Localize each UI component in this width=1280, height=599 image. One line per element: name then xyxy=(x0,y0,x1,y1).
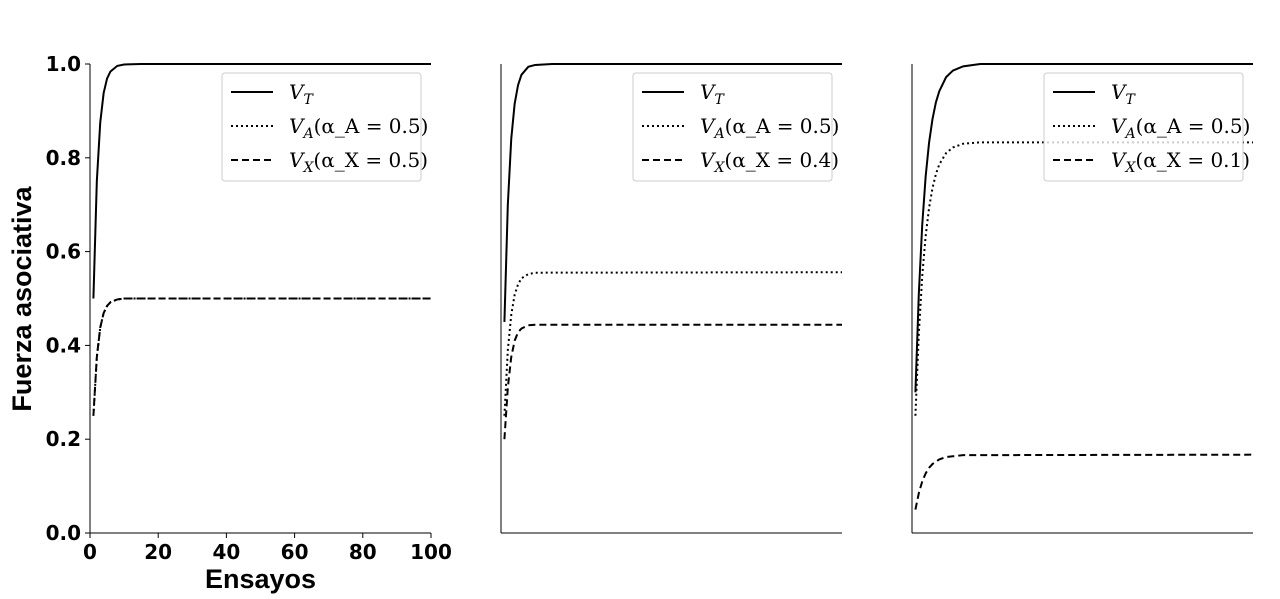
series-line-2 xyxy=(914,141,1253,416)
x-tick-label: 60 xyxy=(281,540,309,564)
legend-parameter: (α_X = 0.5) xyxy=(313,148,428,172)
legend-entry-2: VA(α_A = 0.5) xyxy=(1111,114,1250,142)
legend-box xyxy=(632,72,833,182)
legend-symbol: V xyxy=(1111,80,1128,104)
x-tick-label: 80 xyxy=(349,540,377,564)
legend-box xyxy=(221,72,422,182)
y-tick-label: 0.0 xyxy=(46,521,81,545)
legend-entry-1: VT xyxy=(289,80,314,108)
y-tick-label: 1.0 xyxy=(46,52,81,76)
legend-entry-2: VA(α_A = 0.5) xyxy=(700,114,839,142)
x-axis-label: Ensayos xyxy=(205,564,316,594)
panel-1: 0.0 0.2 0.4 0.6 0.8 1.0 0 20 40 60 80 100 Ensayos Fue… xyxy=(7,52,452,594)
x-tick-label: 20 xyxy=(144,540,172,564)
legend-symbol: V xyxy=(289,114,306,138)
legend-entry-1: VT xyxy=(700,80,725,108)
legend-subscript: X xyxy=(302,160,314,176)
legend-parameter: (α_X = 0.4) xyxy=(724,148,839,172)
series-line-3 xyxy=(92,297,431,416)
legend-symbol: V xyxy=(1111,148,1128,172)
legend-subscript: A xyxy=(1123,126,1135,142)
legend-symbol: V xyxy=(700,80,717,104)
series-line-1 xyxy=(503,63,842,322)
panels: 0.0 0.2 0.4 0.6 0.8 1.0 0 20 40 60 80 100 Ensayos Fue… xyxy=(7,52,1254,594)
legend-subscript: X xyxy=(713,160,725,176)
legend-subscript: T xyxy=(1125,92,1136,108)
legend-entry-3: VX(α_X = 0.5) xyxy=(289,148,428,176)
legend-parameter: (α_X = 0.1) xyxy=(1135,148,1250,172)
x-tick-label: 40 xyxy=(212,540,240,564)
series-line-1 xyxy=(914,63,1253,393)
legend-symbol: V xyxy=(289,148,306,172)
legend-parameter: (α_A = 0.5) xyxy=(1136,114,1251,138)
x-tick-label: 100 xyxy=(410,540,452,564)
series-line-3 xyxy=(914,453,1254,510)
y-axis-label: Fuerza asociativa xyxy=(7,185,37,411)
legend-subscript: A xyxy=(712,126,724,142)
y-tick-label: 0.6 xyxy=(46,240,81,264)
legend-symbol: V xyxy=(700,148,717,172)
legend-symbol: V xyxy=(700,114,717,138)
legend-subscript: T xyxy=(714,92,725,108)
legend-symbol: V xyxy=(289,80,306,104)
y-tick-label: 0.2 xyxy=(46,427,81,451)
legend-parameter: (α_A = 0.5) xyxy=(725,114,840,138)
legend-entry-3: VX(α_X = 0.1) xyxy=(1111,148,1250,176)
y-tick-label: 0.4 xyxy=(46,333,81,357)
legend-subscript: A xyxy=(301,126,313,142)
legend-entry-1: VT xyxy=(1111,80,1136,108)
y-tick-label: 0.8 xyxy=(46,146,81,170)
series-line-1 xyxy=(92,63,431,299)
legend-entry-3: VX(α_X = 0.4) xyxy=(700,148,839,176)
legend-symbol: V xyxy=(1111,114,1128,138)
legend-subscript: X xyxy=(1124,160,1136,176)
legend-parameter: (α_A = 0.5) xyxy=(314,114,429,138)
series-line-2 xyxy=(503,271,843,416)
legend-box xyxy=(1043,72,1244,182)
legend-subscript: T xyxy=(303,92,314,108)
legend-entry-2: VA(α_A = 0.5) xyxy=(289,114,428,142)
x-tick-label: 0 xyxy=(83,540,97,564)
series-line-3 xyxy=(503,323,842,440)
series-line-2 xyxy=(92,297,431,416)
